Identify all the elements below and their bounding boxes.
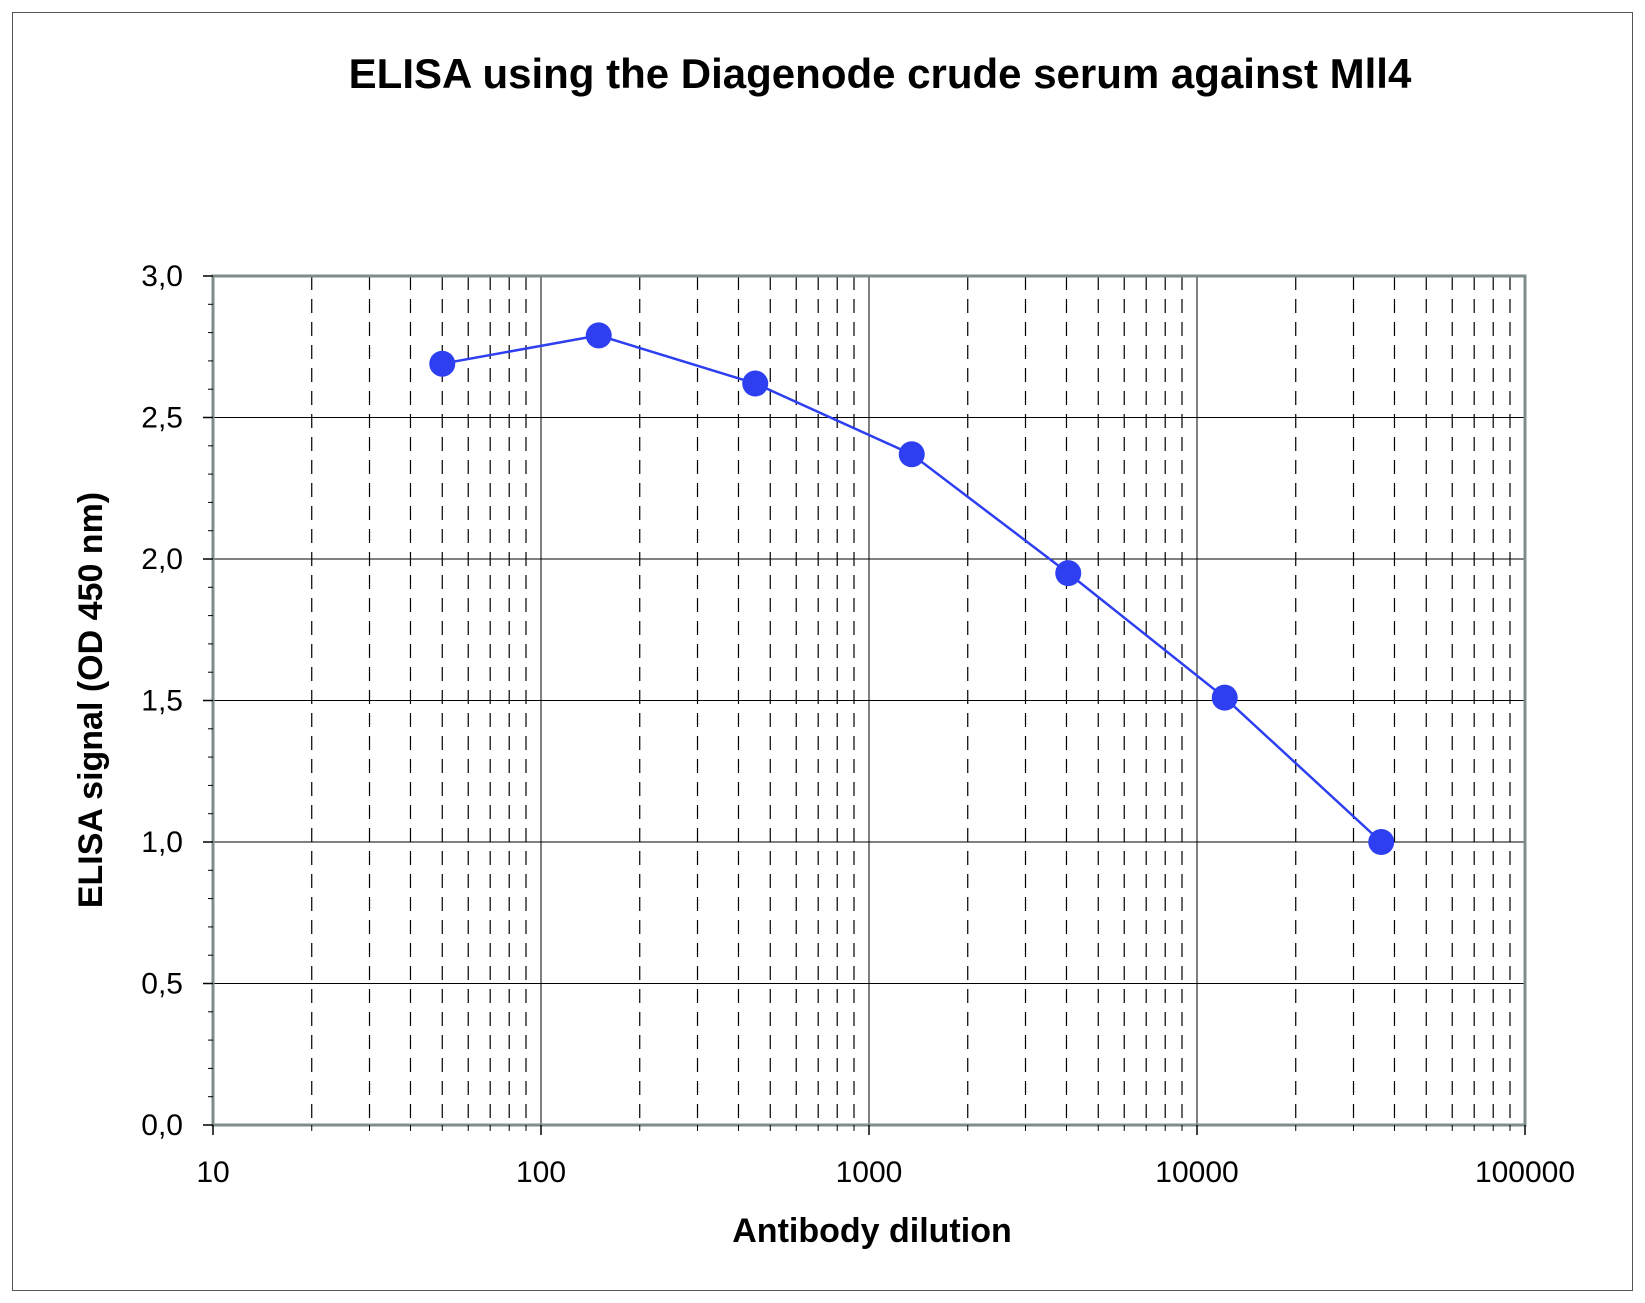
y-tick-label: 2,0 — [141, 543, 183, 576]
data-point — [585, 322, 612, 349]
y-tick-label: 0,5 — [141, 968, 183, 1001]
data-point — [898, 441, 925, 468]
x-axis-label: Antibody dilution — [732, 1212, 1012, 1250]
y-tick-label: 1,5 — [141, 685, 183, 718]
data-point — [1055, 560, 1082, 587]
chart-title: ELISA using the Diagenode crude serum ag… — [349, 50, 1412, 97]
y-tick-label: 2,5 — [141, 402, 183, 435]
x-tick-label: 100 — [516, 1156, 566, 1189]
data-point — [742, 370, 769, 397]
x-tick-label: 1000 — [836, 1156, 903, 1189]
axis-ticks: 0,0 0,5 1,0 1,5 2,0 2,5 3,0 10 100 1000 10000 10000… — [141, 260, 1575, 1189]
y-tick-label: 3,0 — [141, 260, 183, 293]
series-layer — [429, 322, 1395, 855]
data-point — [429, 350, 456, 377]
series-line — [442, 334, 1383, 843]
y-tick-label: 1,0 — [141, 826, 183, 859]
data-point — [1211, 684, 1238, 711]
x-tick-label: 10000 — [1155, 1156, 1238, 1189]
y-axis-label: ELISA signal (OD 450 nm) — [72, 492, 110, 908]
grid-lines — [213, 276, 1525, 1125]
y-tick-label: 0,0 — [141, 1109, 183, 1142]
chart-frame — [12, 12, 1633, 1291]
x-tick-label: 10 — [196, 1156, 229, 1189]
x-tick-label: 100000 — [1475, 1156, 1575, 1189]
data-point — [1368, 829, 1395, 855]
